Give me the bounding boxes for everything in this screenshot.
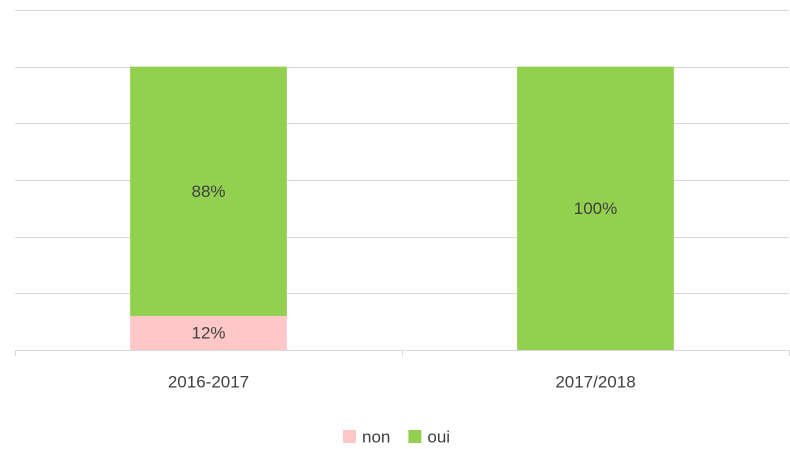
legend-swatch bbox=[408, 430, 422, 443]
bar-segment bbox=[517, 66, 674, 351]
x-tick-label: 2016-2017 bbox=[168, 372, 249, 391]
x-tick-label: 2017/2018 bbox=[555, 372, 635, 391]
data-label: 12% bbox=[191, 323, 225, 342]
bar-segment bbox=[130, 66, 287, 317]
bar-segment bbox=[130, 316, 287, 350]
legend-label: oui bbox=[427, 427, 450, 446]
legend-label: non bbox=[362, 427, 390, 446]
data-label: 100% bbox=[574, 199, 617, 218]
data-label: 88% bbox=[191, 182, 225, 201]
legend-swatch bbox=[343, 430, 356, 443]
